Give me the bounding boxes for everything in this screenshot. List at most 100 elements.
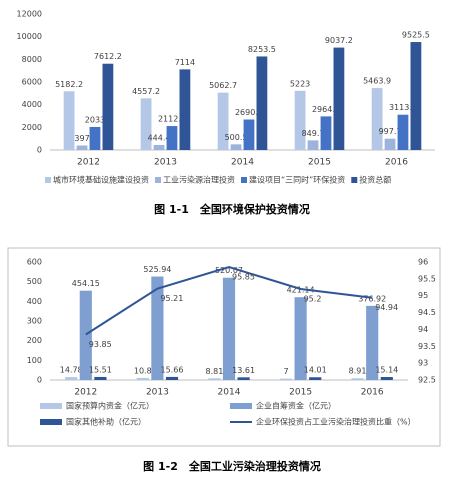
line-label: 95.21 xyxy=(160,294,183,303)
caption: 图 1-2 全国工业污染治理投资情况 xyxy=(143,459,321,473)
legend-label: 国家其他补助（亿元） xyxy=(66,417,146,427)
x-tick-label: 2012 xyxy=(77,158,100,168)
value-label: 13.61 xyxy=(232,366,255,375)
bar xyxy=(320,116,332,150)
value-label: 15.14 xyxy=(375,366,398,375)
x-tick-label: 2013 xyxy=(154,158,177,168)
bar xyxy=(371,88,383,150)
value-label: 397 xyxy=(74,134,89,143)
value-label: 997.7 xyxy=(379,127,402,136)
y-tick-label: 100 xyxy=(27,356,42,365)
bar xyxy=(333,47,345,150)
value-label: 9525.5 xyxy=(402,31,430,40)
y2-tick-label: 94 xyxy=(418,325,428,334)
value-label: 444.4 xyxy=(148,133,171,142)
y-tick-label: 500 xyxy=(27,277,42,286)
legend-label: 建设项目“三同时”环保投资 xyxy=(249,175,345,185)
line xyxy=(85,266,373,336)
legend-swatch xyxy=(155,177,161,183)
bar xyxy=(140,98,152,150)
value-label: 15.51 xyxy=(89,365,112,374)
legend-label: 企业自筹资金（亿元） xyxy=(256,401,336,411)
value-label: 500.5 xyxy=(225,133,248,142)
bar xyxy=(410,42,422,150)
value-label: 9037.2 xyxy=(325,36,353,45)
bar xyxy=(309,377,322,380)
value-label: 2964.9 xyxy=(312,105,340,114)
caption: 图 1-1 全国环境保护投资情况 xyxy=(154,202,310,216)
value-label: 8.91 xyxy=(349,367,367,376)
y2-tick-label: 94.5 xyxy=(418,308,436,317)
value-label: 5062.7 xyxy=(209,81,237,90)
legend-label: 投资总额 xyxy=(359,175,391,185)
bar xyxy=(279,378,293,380)
legend-swatch xyxy=(45,177,51,183)
bar xyxy=(89,126,101,150)
value-label: 520.07 xyxy=(215,266,243,275)
y-tick-label: 2000 xyxy=(22,123,42,132)
bar xyxy=(136,377,149,380)
value-label: 2690.4 xyxy=(235,108,263,117)
value-label: 14.01 xyxy=(304,366,327,375)
legend-swatch xyxy=(40,403,62,409)
legend-label: 城市环境基础设施建设投资 xyxy=(53,175,149,185)
y-tick-label: 4000 xyxy=(22,100,42,109)
value-label: 5463.9 xyxy=(363,77,391,86)
y-tick-label: 6000 xyxy=(22,78,42,87)
value-label: 15.66 xyxy=(161,365,184,374)
value-label: 5182.2 xyxy=(55,80,83,89)
bar xyxy=(351,378,364,380)
bar xyxy=(243,119,255,150)
legend-swatch xyxy=(241,177,247,183)
value-label: 7 xyxy=(283,367,288,376)
x-tick-label: 2016 xyxy=(385,158,408,168)
value-label: 5223 xyxy=(290,79,310,88)
bar xyxy=(397,114,409,150)
y-tick-label: 0 xyxy=(37,146,42,155)
bar xyxy=(222,277,236,380)
y2-tick-label: 95 xyxy=(418,291,428,300)
value-label: 376.92 xyxy=(358,294,386,303)
bar xyxy=(237,377,250,380)
bar xyxy=(94,376,107,380)
value-label: 454.15 xyxy=(72,279,100,288)
y-tick-label: 12000 xyxy=(17,10,42,19)
bar xyxy=(102,63,114,150)
value-label: 525.94 xyxy=(143,265,171,274)
value-label: 14.78 xyxy=(60,366,83,375)
x-tick-label: 2015 xyxy=(289,388,312,398)
value-label: 2033 xyxy=(85,115,105,124)
bar xyxy=(151,276,164,380)
value-label: 7114 xyxy=(175,58,195,67)
bar xyxy=(208,378,221,380)
value-label: 849.7 xyxy=(302,129,325,138)
y2-tick-label: 93.5 xyxy=(418,342,436,351)
x-tick-label: 2014 xyxy=(231,158,254,168)
value-label: 2112.2 xyxy=(158,115,186,124)
chart-frame xyxy=(7,247,441,447)
bar xyxy=(63,91,75,150)
value-label: 8.81 xyxy=(205,367,223,376)
x-tick-label: 2014 xyxy=(218,388,241,398)
line-label: 95.85 xyxy=(232,273,255,282)
legend-label: 国家预算内资金（亿元） xyxy=(66,401,154,411)
value-label: 10.8 xyxy=(134,366,152,375)
y-tick-label: 10000 xyxy=(17,32,42,41)
legend-label: 工业污染源治理投资 xyxy=(163,175,235,185)
line-label: 93.85 xyxy=(89,340,112,349)
legend-swatch xyxy=(40,419,62,425)
bar xyxy=(256,56,268,150)
y2-tick-label: 93 xyxy=(418,359,428,368)
bar xyxy=(153,144,165,150)
bar xyxy=(179,69,191,150)
y2-tick-label: 96 xyxy=(418,258,428,267)
y-tick-label: 400 xyxy=(27,297,42,306)
x-tick-label: 2012 xyxy=(74,388,97,398)
bar xyxy=(380,377,393,380)
value-label: 7612.2 xyxy=(94,52,122,61)
bar xyxy=(76,145,88,150)
x-tick-label: 2016 xyxy=(361,388,384,398)
bar xyxy=(294,90,306,150)
value-label: 8253.5 xyxy=(248,45,276,54)
